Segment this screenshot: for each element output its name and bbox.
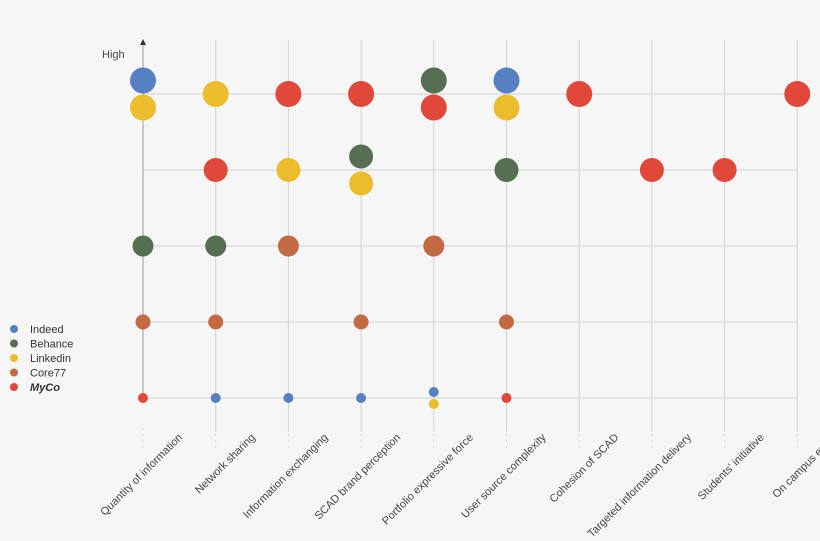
point-indeed [210, 393, 221, 403]
x-tick-label: Network sharing [193, 432, 258, 497]
point-linkedin [493, 94, 520, 121]
point-linkedin [202, 81, 229, 107]
point-core77 [353, 314, 369, 330]
point-core77 [277, 235, 299, 257]
point-linkedin [276, 158, 301, 182]
point-myco [501, 393, 512, 403]
point-myco [138, 393, 148, 403]
y-axis-label: High [102, 49, 125, 61]
point-core77 [499, 314, 514, 330]
point-behance [420, 67, 447, 94]
legend-marker-indeed [10, 325, 18, 333]
point-linkedin [349, 171, 374, 196]
legend-label-myco: MyCo [30, 382, 60, 394]
legend-marker-core77 [10, 368, 18, 377]
point-myco [203, 158, 228, 182]
legend-label-core77: Core77 [30, 368, 66, 380]
x-tick-label: On campus evets [770, 431, 820, 500]
point-indeed [130, 67, 156, 94]
point-linkedin [428, 399, 439, 409]
legend-label-behance: Behance [30, 339, 73, 351]
legend-label-indeed: Indeed [30, 324, 64, 336]
point-behance [494, 158, 519, 182]
point-core77 [135, 314, 151, 330]
point-behance [349, 144, 374, 169]
y-axis-arrow-icon [140, 39, 146, 45]
point-myco [712, 158, 737, 182]
point-myco [420, 94, 447, 121]
point-indeed [356, 393, 367, 403]
point-indeed [493, 67, 520, 94]
point-behance [205, 235, 227, 257]
point-myco [275, 81, 302, 107]
legend-marker-myco [10, 383, 18, 391]
legend-label-linkedin: Linkedin [30, 353, 71, 365]
point-core77 [423, 235, 445, 257]
point-indeed [428, 387, 439, 397]
x-tick-label: Students' initiative [696, 432, 767, 503]
point-core77 [208, 314, 224, 330]
point-indeed [283, 393, 294, 403]
x-tick-label: Cohesion of SCAD [548, 432, 622, 506]
grid [142, 40, 798, 452]
y-axis: High [102, 39, 146, 400]
point-myco [566, 81, 593, 107]
point-myco [784, 81, 811, 107]
point-myco [639, 158, 664, 182]
legend-marker-linkedin [10, 354, 18, 362]
x-tick-label: User source complexity [459, 431, 549, 521]
data-points [130, 67, 811, 409]
point-linkedin [130, 94, 156, 121]
legend: Indeed Behance Linkedin Core77 MyCo [10, 324, 73, 394]
x-tick-labels: Quantity of information Network sharingIn… [98, 431, 820, 540]
legend-marker-behance [10, 339, 18, 348]
x-tick-label: Information exchanging [241, 432, 330, 521]
point-myco [348, 81, 375, 107]
x-tick-label: Quantity of information [98, 432, 185, 519]
point-behance [132, 235, 154, 257]
